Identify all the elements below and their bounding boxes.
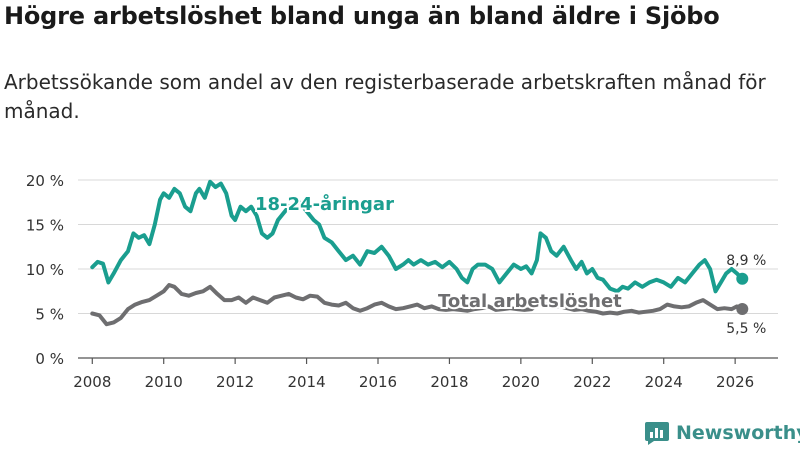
series-line-youth [90,179,745,294]
series-line-total [90,283,745,327]
y-tick-label: 15 % [26,217,64,235]
brand-logo: Newsworthy [644,420,800,446]
x-tick-label: 2018 [430,373,468,391]
x-tick-label: 2012 [216,373,254,391]
end-label-youth: 8,9 % [726,253,766,269]
y-tick-label: 5 % [35,306,64,324]
newsworthy-logo-icon [645,422,669,445]
line-chart: 0 %5 %10 %15 %20 % 2008 2010 2012 2014 2016 2… [26,172,778,391]
x-tick-label: 2022 [573,373,611,391]
y-tick-label: 20 % [26,172,64,190]
y-axis-ticks: 0 % 5 % 10 % 15 % 20 % [26,172,64,368]
gridlines [78,179,778,359]
series-lines [90,179,749,327]
brand-name: Newsworthy [676,422,800,444]
series-labels: Total arbetslöshet 18-24-åringar 8,9 % 5,5 … [253,191,766,337]
x-tick-label: 2016 [359,373,397,391]
x-tick-label: 2010 [145,373,183,391]
series-end-point-youth [736,272,749,285]
series-label-youth: 18-24-åringar [255,193,394,215]
y-tick-label: 0 % [35,350,64,368]
series-end-point-total [736,303,749,316]
x-tick-label: 2020 [502,373,540,391]
x-tick-label: 2024 [645,373,683,391]
chart-subtitle: Arbetssökande som andel av den registerb… [4,70,766,123]
x-tick-label: 2026 [716,373,754,391]
x-tick-label: 2008 [73,373,111,391]
end-label-total: 5,5 % [726,321,766,337]
series-label-total: Total arbetslöshet [438,291,622,312]
chart-title: Högre arbetslöshet bland unga än bland ä… [4,2,720,30]
x-tick-label: 2014 [287,373,325,391]
y-tick-label: 10 % [26,261,64,279]
x-axis-ticks: 2008 2010 2012 2014 2016 2018 2020 2022 2024 2026 [73,358,754,391]
